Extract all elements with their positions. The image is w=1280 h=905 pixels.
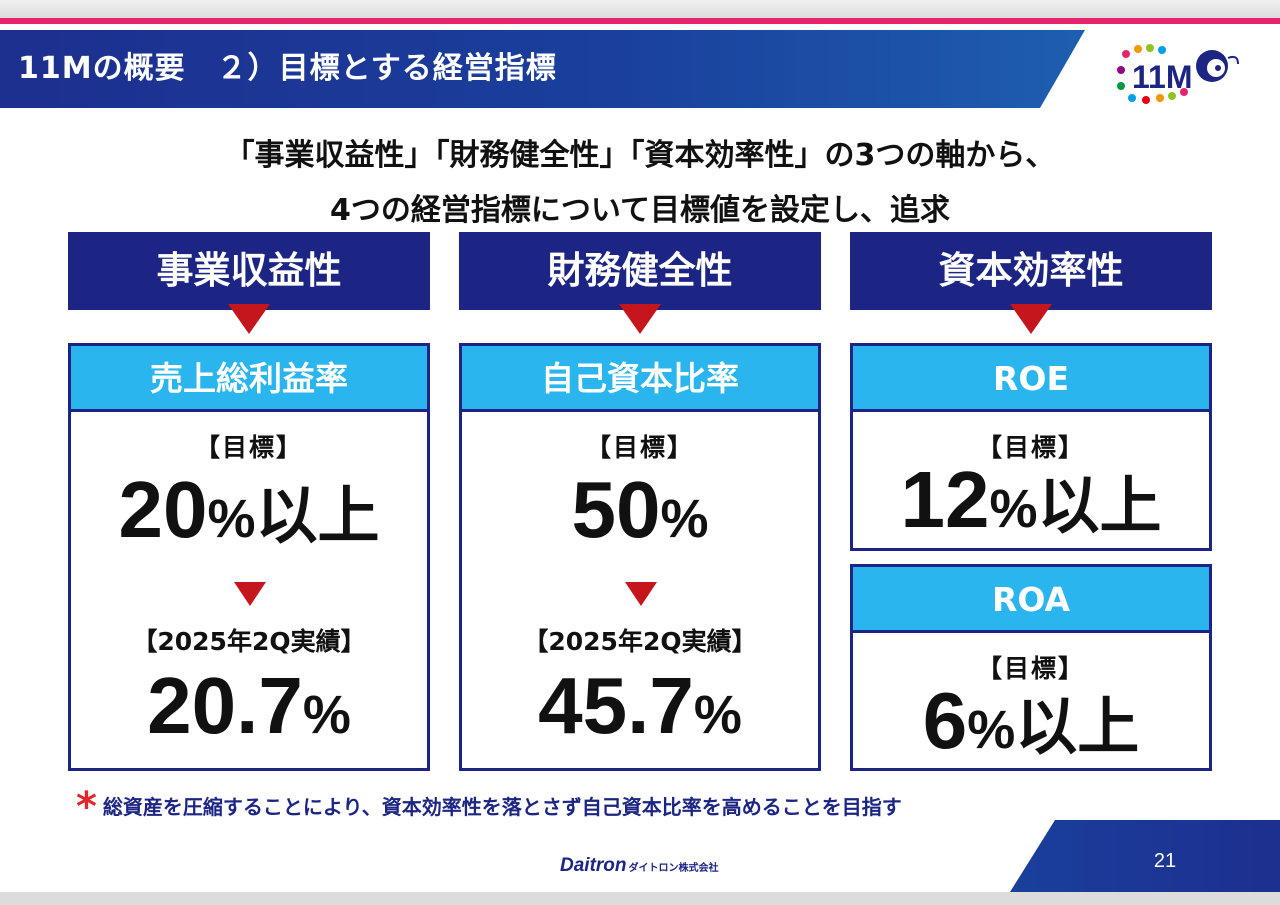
result-value: 45.7% [538, 661, 742, 750]
subtitle-line-2: 4つの経営指標について目標値を設定し、追求 [330, 193, 950, 228]
asterisk-icon: * [76, 784, 97, 830]
company-name-jp: ダイトロン株式会社 [628, 863, 719, 874]
header-band [0, 30, 1085, 108]
down-arrow-icon [625, 582, 657, 606]
target-value: 50% [571, 465, 709, 554]
subtitle-line-1: 「事業収益性」「財務健全性」「資本効率性」の3つの軸から、 [224, 138, 1056, 173]
gross-margin-card: 売上総利益率 【目標】 20%以上 【2025年2Q実績】 20.7% [68, 343, 430, 771]
target-value: 12%以上 [900, 455, 1162, 544]
result-value: 20.7% [147, 661, 351, 750]
category-financial-soundness: 財務健全性 [459, 232, 821, 310]
slide-title: 11Mの概要 ２）目標とする経営指標 [18, 51, 557, 86]
category-business-profitability: 事業収益性 [68, 232, 430, 310]
roa-card: ROA 【目標】 6%以上 [850, 564, 1212, 771]
result-label: 【2025年2Q実績】 [523, 627, 757, 656]
target-value: 20%以上 [118, 465, 380, 554]
target-value: 6%以上 [922, 676, 1140, 765]
top-grey-strip [0, 0, 1280, 18]
down-arrow-icon [1010, 304, 1052, 334]
down-arrow-icon [234, 582, 266, 606]
target-label: 【目標】 [976, 433, 1085, 462]
down-arrow-icon [619, 304, 661, 334]
card-title: ROA [853, 567, 1209, 633]
equity-ratio-card: 自己資本比率 【目標】 50% 【2025年2Q実績】 45.7% [459, 343, 821, 771]
brand-name: Daitron [560, 855, 627, 876]
down-arrow-icon [228, 304, 270, 334]
page-number: 21 [1153, 850, 1177, 872]
company-logo: Daitron ダイトロン株式会社 [560, 855, 719, 877]
top-pink-line [0, 18, 1280, 24]
footer-band [1010, 820, 1280, 892]
roe-card: ROE 【目標】 12%以上 [850, 343, 1212, 551]
footnote-text: 総資産を圧縮することにより、資本効率性を落とさず自己資本比率を高めることを目指す [102, 795, 902, 819]
11m-logo: 11M [1117, 44, 1239, 104]
card-title: 自己資本比率 [462, 346, 818, 412]
target-label: 【目標】 [976, 654, 1085, 683]
svg-text:11M: 11M [1132, 59, 1192, 95]
card-title: 売上総利益率 [71, 346, 427, 412]
category-capital-efficiency: 資本効率性 [850, 232, 1212, 310]
target-label: 【目標】 [585, 433, 694, 462]
result-label: 【2025年2Q実績】 [132, 627, 366, 656]
bottom-grey-strip [0, 892, 1280, 905]
target-label: 【目標】 [194, 433, 303, 462]
card-title: ROE [853, 346, 1209, 412]
footnote: * 総資産を圧縮することにより、資本効率性を落とさず自己資本比率を高めることを目指… [76, 784, 1226, 830]
